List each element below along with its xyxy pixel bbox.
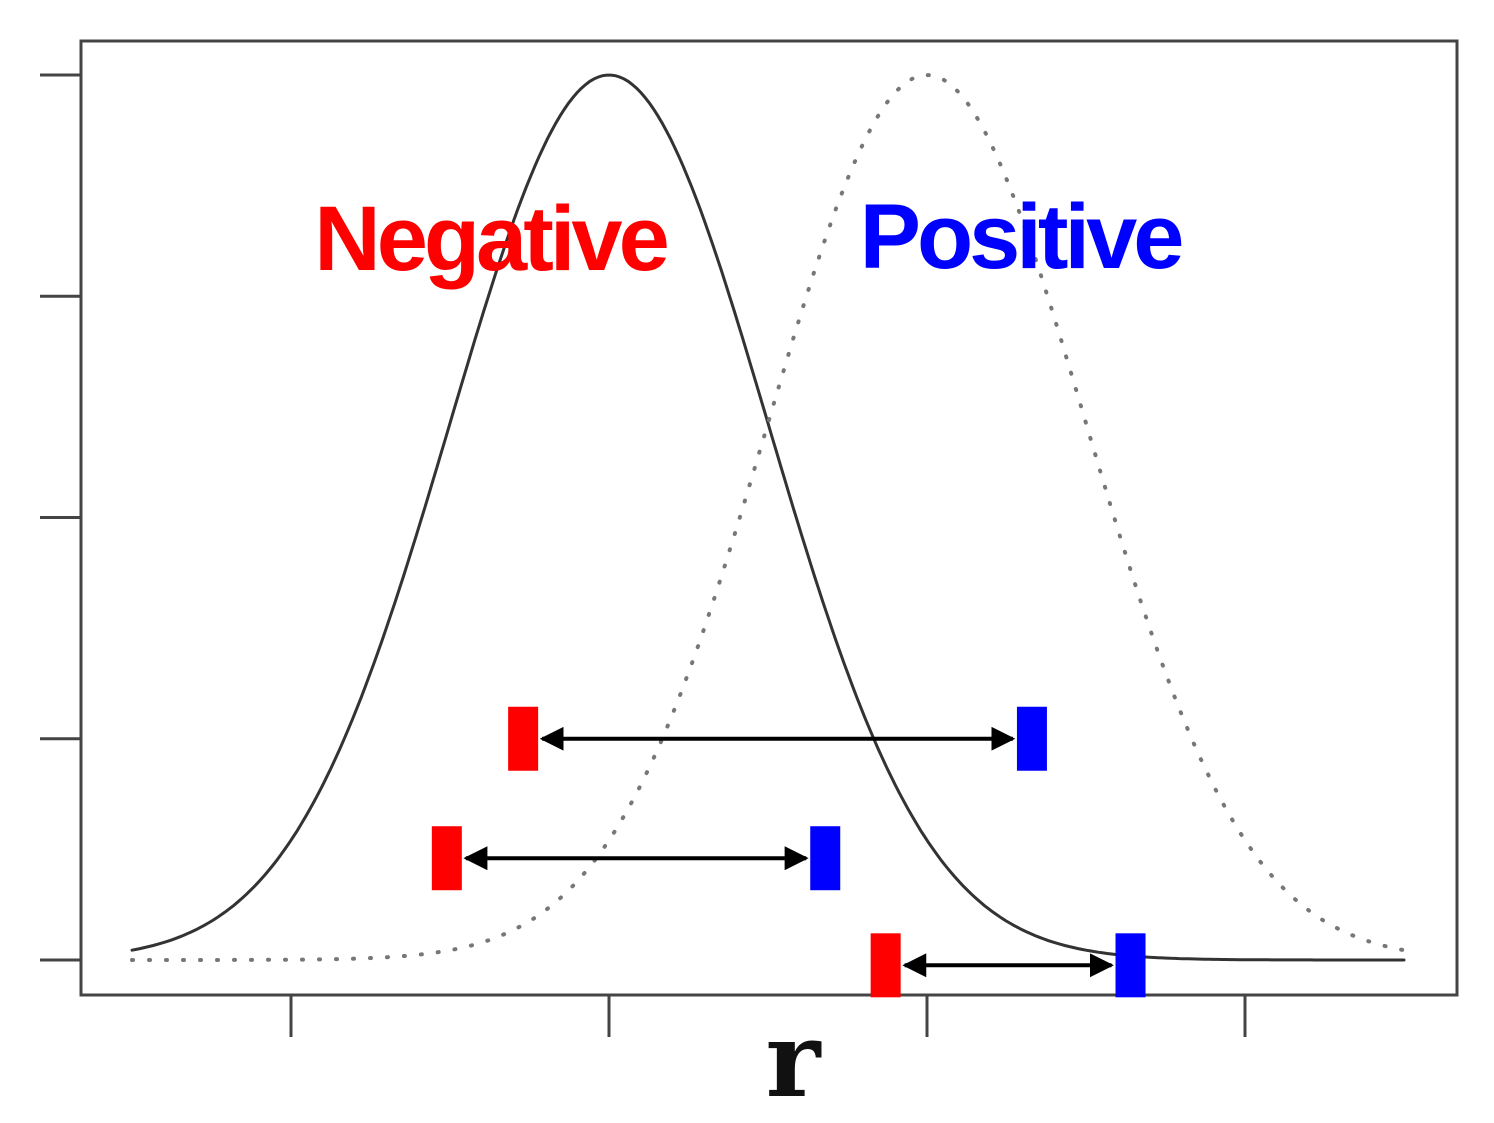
plot-frame: [79, 39, 1459, 997]
curve-negative: [130, 73, 1406, 962]
series-label-positive: Positive: [860, 186, 1183, 288]
positive-marker-2: [1115, 933, 1146, 998]
negative-marker-2: [870, 933, 901, 998]
negative-marker-1: [431, 826, 462, 891]
positive-marker-0: [1016, 706, 1047, 771]
x-axis-ticks: [289, 995, 1247, 1037]
series-label-negative: Negative: [314, 188, 667, 290]
x-axis-label: r: [766, 998, 822, 1121]
positive-marker-1: [810, 826, 841, 891]
y-axis-ticks: [40, 73, 81, 962]
density-curves: [130, 73, 1406, 962]
pair-markers: [431, 706, 1146, 998]
negative-marker-0: [508, 706, 539, 771]
